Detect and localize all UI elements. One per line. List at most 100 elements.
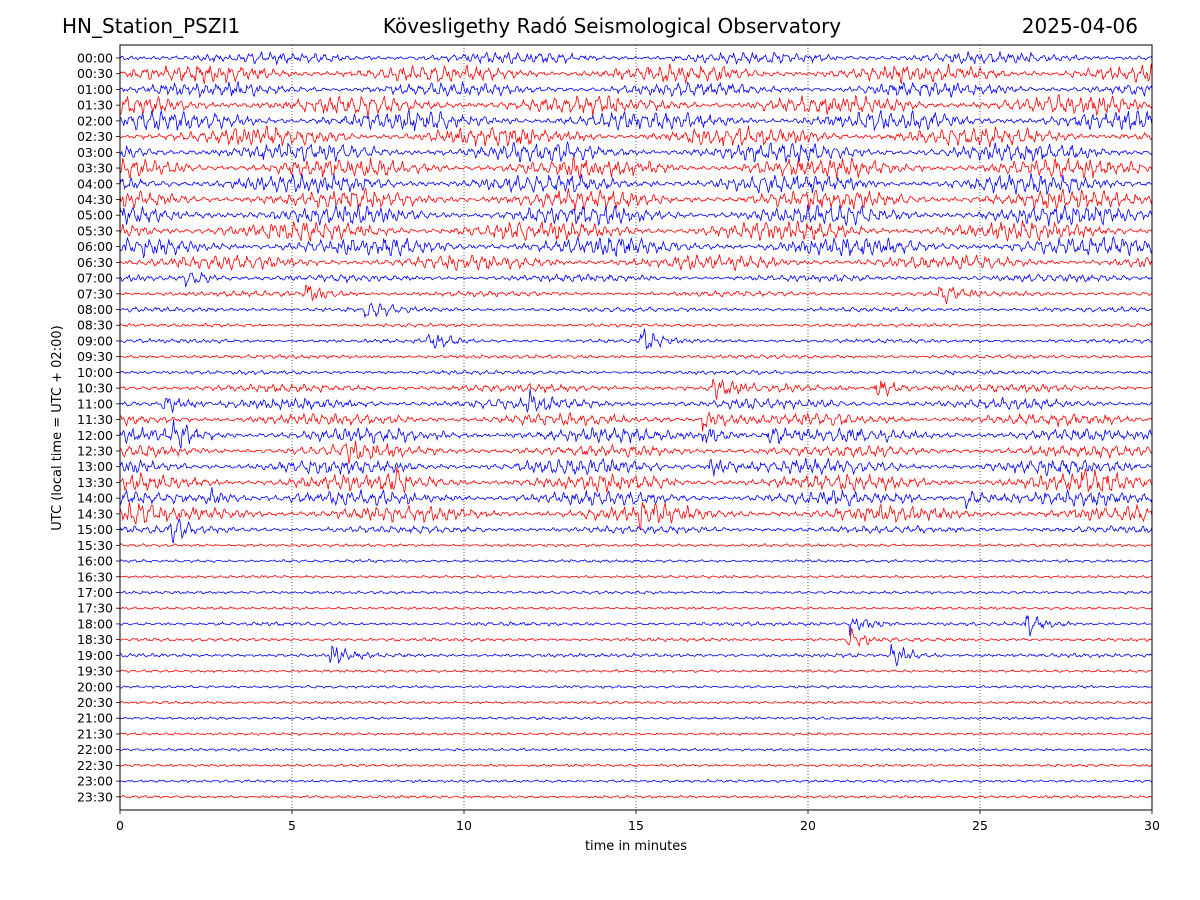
x-tick-layer: 0 5 10 15 20 25 30 <box>116 810 1160 833</box>
y-tick-label: 22:00 <box>77 742 113 757</box>
y-tick-label: 16:00 <box>77 554 113 569</box>
trace-1900 <box>119 644 1153 668</box>
y-tick-label: 17:00 <box>77 585 113 600</box>
station-name: HN_Station_PSZI1 <box>62 14 241 38</box>
trace-2130 <box>119 731 1153 737</box>
y-tick-label: 07:00 <box>77 271 113 286</box>
y-tick-label: 11:00 <box>77 396 113 411</box>
y-tick-label: 18:30 <box>77 632 113 647</box>
trace-1130 <box>119 411 1153 432</box>
y-tick-label: 12:00 <box>77 428 113 443</box>
trace-2030 <box>119 700 1153 705</box>
x-tick-label: 30 <box>1144 818 1160 833</box>
y-tick-label: 01:00 <box>77 82 113 97</box>
trace-0200 <box>119 109 1153 132</box>
trace-1030 <box>119 378 1153 400</box>
y-tick-label: 14:30 <box>77 506 113 521</box>
y-tick-label: 03:00 <box>77 145 113 160</box>
trace-0330 <box>119 156 1153 179</box>
y-tick-label: 08:30 <box>77 318 113 333</box>
trace-1800 <box>119 614 1153 637</box>
trace-0130 <box>119 94 1153 118</box>
trace-0300 <box>119 141 1153 163</box>
y-tick-label: 16:30 <box>77 569 113 584</box>
y-tick-label: 06:30 <box>77 255 113 270</box>
y-tick-label: 01:30 <box>77 98 113 113</box>
trace-0930 <box>119 354 1153 360</box>
trace-1430 <box>119 501 1153 531</box>
trace-2300 <box>119 779 1153 784</box>
y-tick-label: 02:30 <box>77 129 113 144</box>
trace-0630 <box>119 254 1153 272</box>
trace-2100 <box>119 716 1153 721</box>
y-tick-label: 04:30 <box>77 192 113 207</box>
trace-layer <box>119 50 1153 799</box>
trace-1600 <box>119 558 1153 564</box>
y-tick-layer: 00:0000:3001:0001:3002:0002:3003:0003:30… <box>77 51 120 804</box>
y-tick-label: 07:30 <box>77 286 113 301</box>
y-tick-label: 06:00 <box>77 239 113 254</box>
y-tick-label: 15:30 <box>77 538 113 553</box>
trace-0530 <box>119 219 1153 242</box>
y-tick-label: 05:30 <box>77 223 113 238</box>
x-tick-label: 5 <box>288 818 296 833</box>
y-tick-label: 03:30 <box>77 161 113 176</box>
trace-2000 <box>119 684 1153 689</box>
x-tick-label: 25 <box>972 818 988 833</box>
date-label: 2025-04-06 <box>1021 14 1138 38</box>
y-tick-label: 09:00 <box>77 333 113 348</box>
y-tick-label: 23:00 <box>77 774 113 789</box>
y-tick-label: 11:30 <box>77 412 113 427</box>
trace-0500 <box>119 203 1153 227</box>
y-tick-label: 14:00 <box>77 491 113 506</box>
observatory-title: Kövesligethy Radó Seismological Observat… <box>382 14 842 38</box>
trace-2330 <box>119 794 1153 799</box>
y-tick-label: 17:30 <box>77 601 113 616</box>
y-tick-label: 12:30 <box>77 444 113 459</box>
trace-1330 <box>119 466 1153 494</box>
y-tick-label: 00:30 <box>77 66 113 81</box>
y-tick-label: 23:30 <box>77 789 113 804</box>
x-axis-label: time in minutes <box>585 839 687 854</box>
y-tick-label: 10:30 <box>77 381 113 396</box>
trace-0400 <box>119 173 1153 195</box>
y-tick-label: 05:00 <box>77 208 113 223</box>
x-tick-label: 20 <box>800 818 816 833</box>
trace-2230 <box>119 763 1153 768</box>
trace-1700 <box>119 590 1153 595</box>
trace-1100 <box>119 389 1153 413</box>
trace-1530 <box>119 542 1153 548</box>
trace-0900 <box>119 328 1153 350</box>
y-tick-label: 04:00 <box>77 176 113 191</box>
trace-0430 <box>119 187 1153 211</box>
trace-0600 <box>119 235 1153 259</box>
trace-1830 <box>119 628 1153 648</box>
y-tick-label: 13:00 <box>77 459 113 474</box>
y-tick-label: 20:30 <box>77 695 113 710</box>
trace-1730 <box>119 606 1153 611</box>
trace-0000 <box>119 50 1153 66</box>
x-tick-label: 0 <box>116 818 124 833</box>
trace-0230 <box>119 125 1153 148</box>
x-tick-label: 15 <box>628 818 644 833</box>
trace-1930 <box>119 669 1153 674</box>
y-tick-label: 19:30 <box>77 664 113 679</box>
y-axis-label: UTC (local time = UTC + 02:00) <box>50 325 65 530</box>
trace-2200 <box>119 747 1153 752</box>
trace-1400 <box>119 487 1153 510</box>
trace-1630 <box>119 574 1153 579</box>
y-tick-label: 15:00 <box>77 522 113 537</box>
trace-0030 <box>119 63 1153 85</box>
trace-0830 <box>119 322 1153 328</box>
trace-0700 <box>119 271 1153 288</box>
trace-1500 <box>119 517 1153 544</box>
y-tick-label: 08:00 <box>77 302 113 317</box>
x-tick-label: 10 <box>456 818 472 833</box>
grid-layer <box>291 45 981 810</box>
trace-0800 <box>120 302 1152 319</box>
y-tick-label: 13:30 <box>77 475 113 490</box>
trace-1000 <box>119 369 1153 376</box>
trace-0100 <box>119 80 1153 99</box>
y-tick-label: 21:30 <box>77 726 113 741</box>
